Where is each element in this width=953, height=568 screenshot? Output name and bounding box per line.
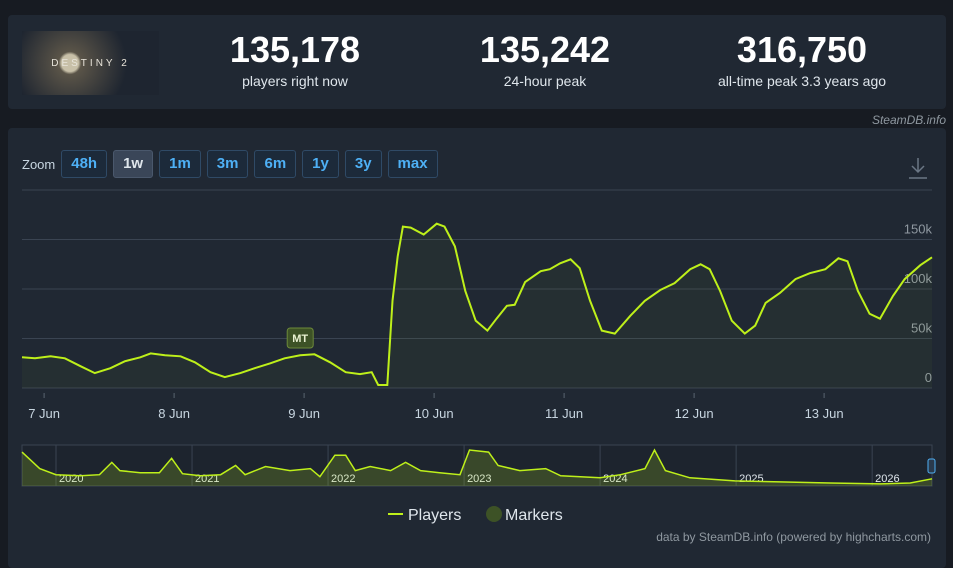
zoom-button[interactable]: 1y xyxy=(302,150,339,178)
zoom-label: Zoom xyxy=(22,156,56,172)
zoom-button[interactable]: 48h xyxy=(61,150,108,178)
y-tick-label: 150k xyxy=(904,222,933,237)
stat-label: 24-hour peak xyxy=(503,73,587,89)
navigator-handle xyxy=(927,458,936,474)
zoom-bar: Zoom 48h 1w 1m 3m 6m 1y 3y max xyxy=(22,150,438,178)
legend-label[interactable]: Markers xyxy=(505,507,563,524)
x-tick-label: 7 Jun xyxy=(28,406,60,421)
zoom-button[interactable]: 1m xyxy=(159,150,201,178)
zoom-button[interactable]: 3y xyxy=(344,150,382,178)
stat: 135,242 24-hour peak xyxy=(425,29,665,89)
x-tick-label: 8 Jun xyxy=(158,406,190,421)
line xyxy=(21,448,933,485)
credit[interactable]: SteamDB.info xyxy=(871,113,946,127)
game-logo: DESTINY 2 xyxy=(22,31,159,95)
x-tick-label: 10 Jun xyxy=(415,406,454,421)
line xyxy=(21,222,933,386)
event-marker xyxy=(286,327,314,349)
stat: 135,178 players right now xyxy=(175,29,415,89)
navigator-bg xyxy=(21,444,933,487)
stat-label: players right now xyxy=(242,73,348,89)
zoom-button[interactable]: 1w xyxy=(113,150,154,178)
stat-value: 316,750 xyxy=(736,29,868,70)
navigator-label: 2023 xyxy=(467,473,491,485)
stat-value: 135,178 xyxy=(229,29,361,70)
x-tick-label: 12 Jun xyxy=(675,406,714,421)
stat-label: all-time peak 3.3 years ago xyxy=(717,73,887,89)
legend-swatch xyxy=(486,506,502,522)
area xyxy=(22,450,932,486)
y-tick-label: 50k xyxy=(911,321,932,336)
zoom-button[interactable]: 3m xyxy=(206,150,249,178)
y-tick-label: 0 xyxy=(925,370,932,385)
navigator-label: 2026 xyxy=(875,473,899,485)
navigator-label: 2022 xyxy=(331,473,355,485)
area xyxy=(22,223,932,388)
x-tick-label: 9 Jun xyxy=(288,406,320,421)
footer: data by SteamDB.info (powered by highcha… xyxy=(656,530,931,544)
x-tick-label: 13 Jun xyxy=(805,406,844,421)
x-tick-label: 11 Jun xyxy=(545,406,583,421)
stat-value: 135,242 xyxy=(479,29,611,70)
legend-label[interactable]: Players xyxy=(408,507,461,524)
stats-card: DESTINY 2 135,178 players right now 135,2… xyxy=(8,15,946,109)
event-marker-label: MT xyxy=(292,333,308,345)
stat: 316,750 all-time peak 3.3 years ago xyxy=(682,29,922,89)
zoom-button[interactable]: max xyxy=(387,150,438,178)
chart-card xyxy=(8,128,946,568)
download-icon[interactable] xyxy=(909,158,927,179)
zoom-button[interactable]: 6m xyxy=(254,150,297,178)
